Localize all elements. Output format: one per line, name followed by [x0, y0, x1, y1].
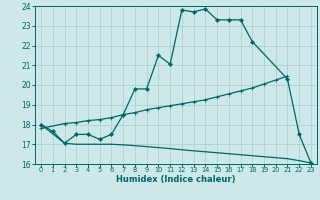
X-axis label: Humidex (Indice chaleur): Humidex (Indice chaleur)	[116, 175, 236, 184]
